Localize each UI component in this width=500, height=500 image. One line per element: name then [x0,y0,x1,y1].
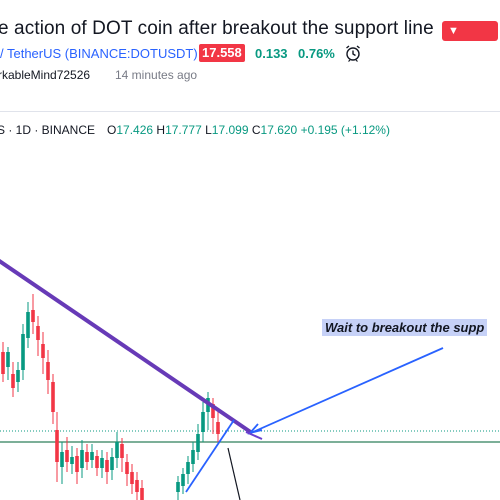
short-badge[interactable]: ▼ SHORT [442,21,498,57]
author-row: rkableMind72526 14 minutes ago [0,68,500,84]
resistance-trendline [0,258,254,435]
candle-body [216,422,220,434]
candle-body [100,458,104,468]
publish-time: 14 minutes ago [115,68,198,82]
candle-body [181,474,185,486]
candle-body [36,326,40,340]
candle-body [191,450,195,464]
candle-body [11,374,15,388]
candle-body [125,462,129,474]
candle-body [60,452,64,467]
price-chart[interactable]: S · 1D · BINANCE O17.426 H17.777 L17.099… [0,112,500,500]
low-value: 17.099 [211,123,249,137]
open-label: O [107,123,117,137]
candle-body [135,480,139,492]
high-label: H [156,123,166,137]
author-name[interactable]: rkableMind72526 [0,68,91,82]
title-row: e action of DOT coin after breakout the … [0,16,500,46]
candle-body [1,352,5,374]
rising-trendline [185,419,235,493]
candle-body [105,460,109,472]
candle-body [115,442,119,458]
candle-body [95,456,99,468]
candle-body [120,444,124,458]
candle-body [26,312,30,338]
candle-body [80,450,84,468]
candle-body [46,362,50,380]
annotation-arrow [252,347,444,433]
breakout-marker [245,431,263,440]
candle-body [21,334,25,370]
legend-ohlc: O17.426 H17.777 L17.099 C17.620 +0.195 (… [107,123,390,137]
candle-body [51,382,55,412]
candle-body [90,452,94,460]
candle-body [110,457,114,470]
alarm-clock-icon[interactable] [344,44,362,62]
close-value: 17.620 [260,123,298,137]
candle-body [186,462,190,474]
close-label: C [251,123,261,137]
candle-body [130,472,134,484]
candle-body [16,370,20,382]
legend-symbol: S · 1D · BINANCE [0,123,96,137]
candle-body [6,352,10,367]
open-value: 17.426 [116,123,154,137]
short-badge-label: SHORT [442,45,481,57]
chart-canvas[interactable] [0,112,500,500]
candle-body [196,434,200,452]
low-label: L [205,123,212,137]
annotation-text[interactable]: Wait to breakout the supp [322,319,488,336]
idea-header: e action of DOT coin after breakout the … [0,0,500,118]
candle-body [85,452,89,462]
candle-body [70,457,74,464]
candle-body [140,488,144,500]
candle-body [55,430,59,462]
candle-body [31,310,35,322]
header-divider [0,111,500,112]
idea-title: e action of DOT coin after breakout the … [0,18,434,39]
candle-body [41,344,45,358]
candle-body [75,456,79,472]
legend-change: +0.195 (+1.12%) [300,123,390,137]
candle-body [201,412,205,432]
arrow-down-icon: ▼ [448,25,459,37]
projection-line [227,447,241,500]
candle-body [65,450,69,462]
price-badge: 17.558 [199,44,245,62]
price-change: 0.133 [255,46,288,61]
high-value: 17.777 [165,123,202,137]
symbol-link[interactable]: / TetherUS (BINANCE:DOTUSDT) [0,46,198,61]
symbol-row: / TetherUS (BINANCE:DOTUSDT) 17.558 0.13… [0,44,500,64]
candle-body [176,482,180,492]
price-change-percent: 0.76% [298,46,335,61]
candle-body [211,404,215,418]
